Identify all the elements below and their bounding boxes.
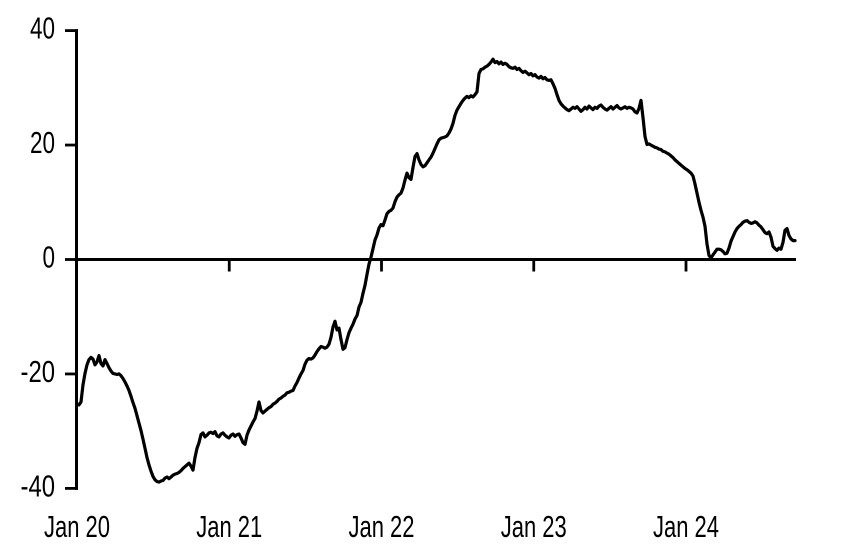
x-tick-label: Jan 23 bbox=[501, 509, 567, 544]
y-tick-label: -40 bbox=[21, 468, 56, 503]
data-line-series-1 bbox=[75, 57, 797, 484]
x-tick-label: Jan 22 bbox=[349, 509, 415, 544]
x-tick-label: Jan 24 bbox=[653, 509, 719, 544]
x-tick-label: Jan 20 bbox=[44, 509, 110, 544]
x-tick-label: Jan 21 bbox=[196, 509, 262, 544]
y-tick-label: -20 bbox=[21, 354, 56, 389]
y-tick-label: 40 bbox=[30, 11, 55, 46]
y-tick-label: 20 bbox=[30, 125, 55, 160]
y-tick-label: 0 bbox=[43, 240, 56, 275]
